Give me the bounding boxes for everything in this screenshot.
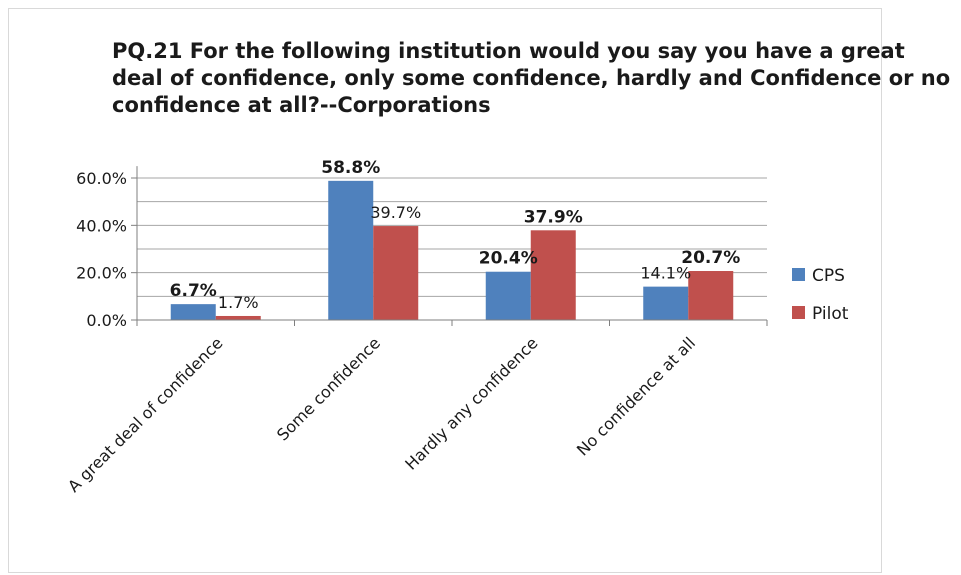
legend: CPS Pilot [792, 266, 849, 324]
y-tick-label: 60.0% [76, 169, 127, 188]
y-tick-label: 0.0% [86, 311, 127, 330]
category-label: Hardly any confidence [401, 333, 541, 473]
bar-pilot [215, 315, 261, 320]
legend-label-cps: CPS [812, 266, 845, 286]
bar-cps [485, 271, 531, 320]
y-axis-ticks: 0.0% 20.0% 40.0% 60.0% [76, 169, 137, 330]
data-label: 14.1% [640, 264, 691, 283]
category-label: A great deal of confidence [64, 333, 227, 496]
bar-pilot [530, 230, 576, 320]
bar-cps [170, 304, 216, 320]
gridlines [137, 177, 767, 297]
axes [136, 166, 768, 326]
bar-cps [328, 180, 374, 320]
data-label: 37.9% [524, 207, 583, 227]
legend-label-pilot: Pilot [812, 304, 849, 324]
x-axis-categories: A great deal of confidence Some confidenc… [64, 333, 699, 496]
legend-swatch-cps [792, 268, 805, 281]
data-label: 58.8% [321, 158, 380, 178]
category-label: No confidence at all [573, 333, 699, 459]
bar-pilot [373, 226, 419, 320]
bar-pilot [688, 271, 734, 320]
data-labels: 6.7%1.7% 58.8% 39.7% 20.4% 37.9% 14.1%20.7% [170, 158, 741, 312]
y-tick-label: 20.0% [76, 264, 127, 283]
data-label: 39.7% [370, 203, 421, 222]
chart-title: PQ.21 For the following institution woul… [112, 39, 951, 117]
data-label: 1.7% [218, 293, 259, 312]
legend-swatch-pilot [792, 306, 805, 319]
data-label: 20.7% [681, 248, 740, 268]
bar-cps [643, 286, 689, 320]
data-label: 6.7% [170, 281, 217, 301]
data-label: 20.4% [479, 249, 538, 269]
chart-frame [8, 8, 882, 573]
category-label: Some confidence [273, 333, 384, 444]
bars [170, 180, 734, 320]
y-tick-label: 40.0% [76, 216, 127, 235]
